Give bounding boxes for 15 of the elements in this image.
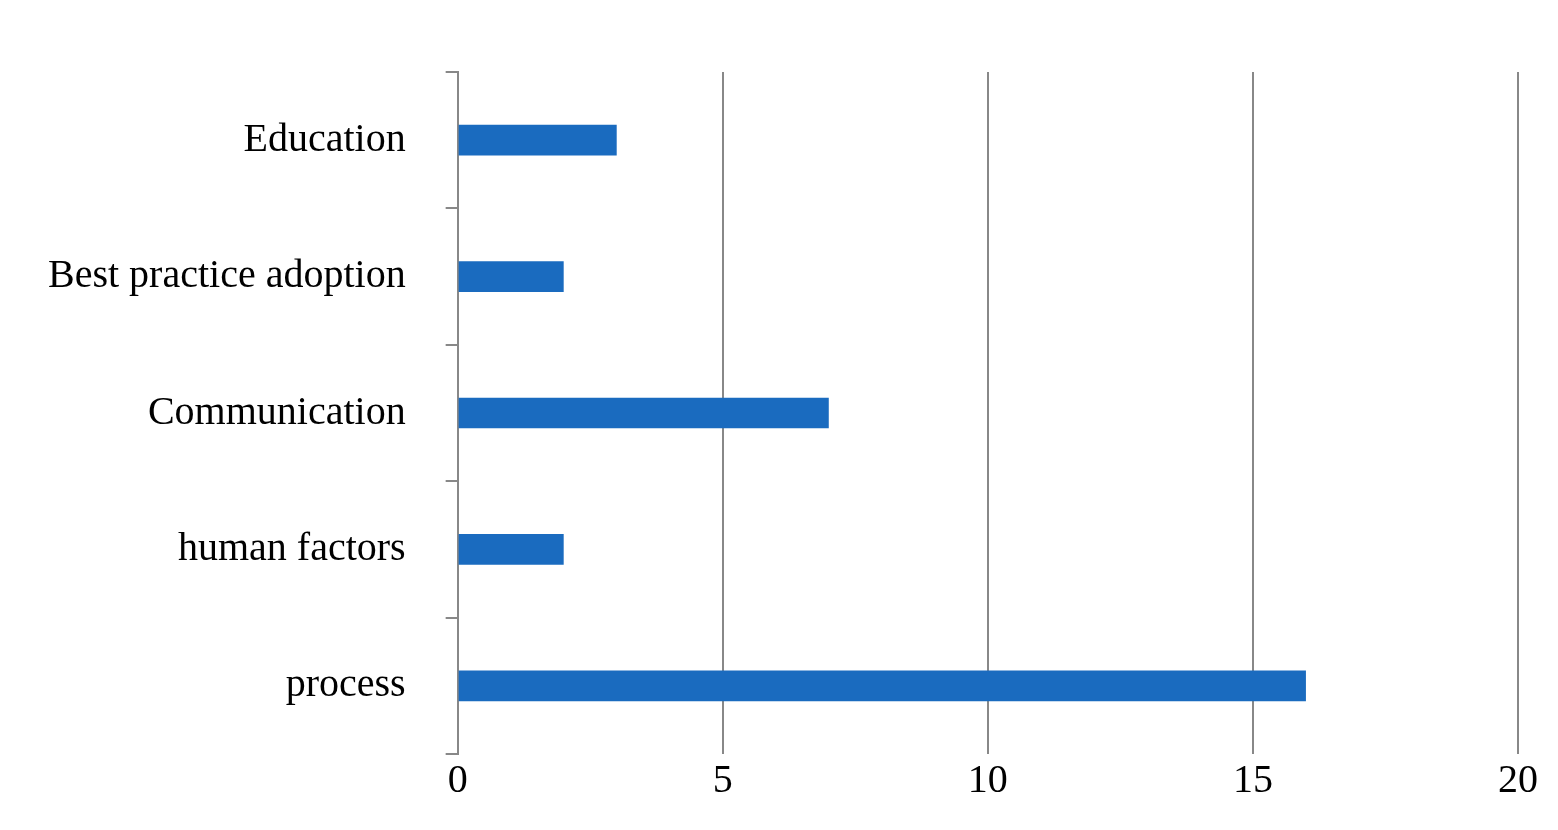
x-tick-label: 0: [447, 755, 468, 801]
x-tick-label: 15: [1232, 755, 1273, 801]
bar: [458, 261, 564, 292]
x-tick-label: 10: [967, 755, 1008, 801]
y-tick-label: Education: [243, 114, 406, 160]
bar: [458, 397, 829, 429]
y-tick-label: Communication: [147, 387, 406, 433]
x-tick-label: 20: [1498, 755, 1538, 801]
y-tick-label: process: [285, 660, 406, 706]
bar: [458, 670, 1306, 702]
x-tick-label: 5: [712, 755, 733, 801]
y-tick-label: human factors: [177, 523, 406, 569]
bar: [458, 124, 617, 156]
y-tick-label: Best practice adoption: [48, 251, 406, 297]
bar: [458, 534, 564, 565]
